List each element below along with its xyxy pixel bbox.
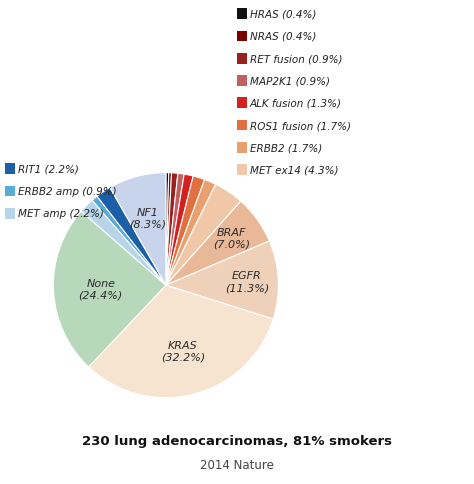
Text: RIT1 (2.2%): RIT1 (2.2%) [18,165,78,174]
Wedge shape [166,174,184,286]
Text: MAP2K1 (0.9%): MAP2K1 (0.9%) [250,76,330,86]
Wedge shape [166,242,278,319]
Text: NRAS (0.4%): NRAS (0.4%) [250,32,316,42]
Text: ERBB2 amp (0.9%): ERBB2 amp (0.9%) [18,187,116,197]
Wedge shape [92,197,166,286]
Wedge shape [166,185,241,286]
Text: 230 lung adenocarcinomas, 81% smokers: 230 lung adenocarcinomas, 81% smokers [82,434,392,447]
Wedge shape [110,173,166,286]
Wedge shape [89,286,273,398]
Wedge shape [166,177,205,286]
Text: NF1
(8.3%): NF1 (8.3%) [129,208,166,229]
Wedge shape [166,173,178,286]
Text: MET ex14 (4.3%): MET ex14 (4.3%) [250,166,338,175]
Wedge shape [54,212,166,367]
Text: None
(24.4%): None (24.4%) [79,278,123,300]
Wedge shape [97,188,166,286]
Text: ALK fusion (1.3%): ALK fusion (1.3%) [250,99,342,108]
Wedge shape [166,173,169,286]
Wedge shape [166,202,269,286]
Text: EGFR
(11.3%): EGFR (11.3%) [225,271,269,292]
Text: HRAS (0.4%): HRAS (0.4%) [250,10,316,19]
Wedge shape [166,173,172,286]
Text: MET amp (2.2%): MET amp (2.2%) [18,209,103,219]
Text: BRAF
(7.0%): BRAF (7.0%) [213,227,250,249]
Text: 2014 Nature: 2014 Nature [200,458,274,471]
Text: ERBB2 (1.7%): ERBB2 (1.7%) [250,143,322,153]
Text: ROS1 fusion (1.7%): ROS1 fusion (1.7%) [250,121,351,131]
Text: KRAS
(32.2%): KRAS (32.2%) [161,340,205,362]
Text: RET fusion (0.9%): RET fusion (0.9%) [250,54,342,64]
Wedge shape [166,175,193,286]
Wedge shape [81,201,166,286]
Wedge shape [166,180,216,286]
